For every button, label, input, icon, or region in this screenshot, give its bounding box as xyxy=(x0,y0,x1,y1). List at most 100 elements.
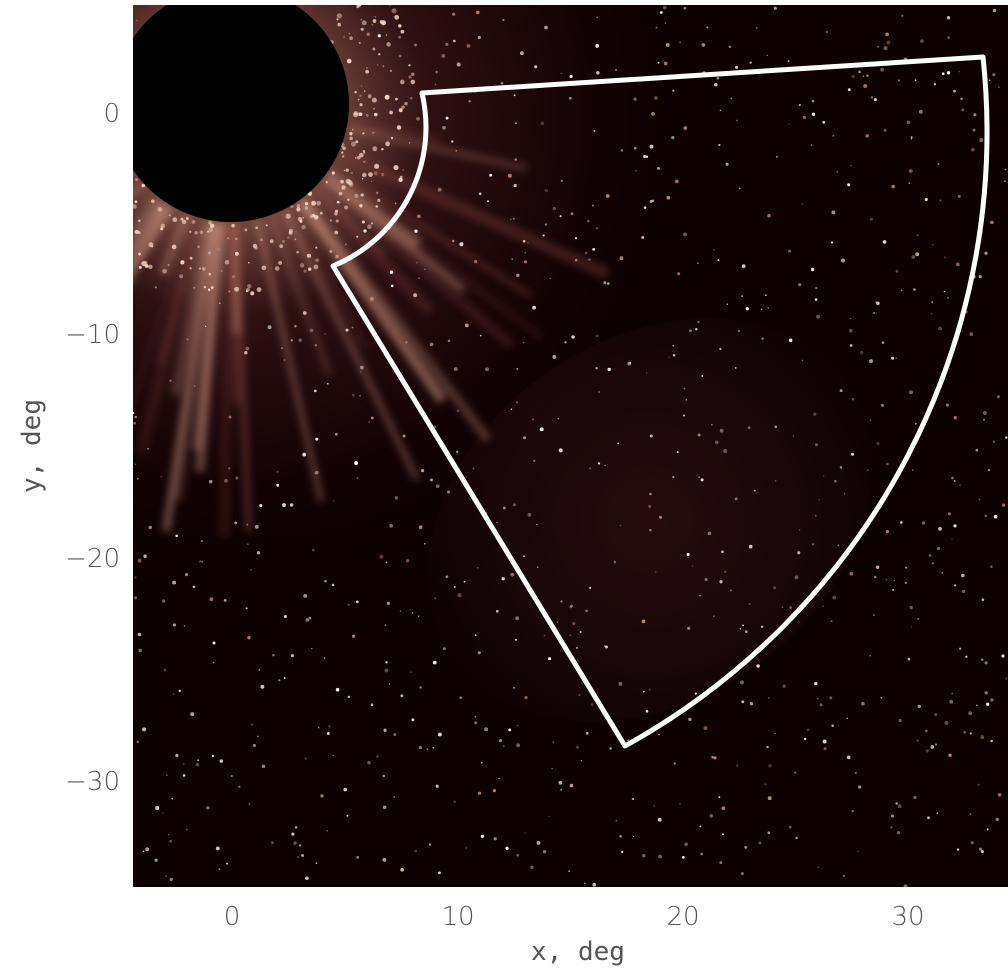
star-point xyxy=(271,841,274,844)
star-point xyxy=(328,725,331,728)
star-point xyxy=(953,480,956,482)
star-point xyxy=(903,884,908,887)
star-point xyxy=(530,865,534,870)
star-point xyxy=(910,136,913,139)
star-point xyxy=(915,252,920,257)
streamer-ray xyxy=(318,178,516,350)
star-point xyxy=(377,34,381,38)
star-point xyxy=(745,307,749,311)
star-point xyxy=(540,121,545,126)
star-point xyxy=(851,809,855,813)
corona-speckle xyxy=(359,94,362,97)
image-plot-area xyxy=(0,5,1008,887)
star-point xyxy=(231,275,236,279)
streamer-ray xyxy=(268,215,333,377)
star-point xyxy=(971,147,975,152)
star-point xyxy=(298,338,302,342)
star-point xyxy=(603,281,607,285)
star-point xyxy=(401,105,405,109)
star-point xyxy=(945,403,949,407)
star-point xyxy=(278,679,281,682)
star-point xyxy=(515,616,520,621)
star-point xyxy=(910,138,913,140)
star-point xyxy=(544,188,549,193)
star-point xyxy=(250,291,255,296)
star-point xyxy=(218,302,221,305)
streamer-ray xyxy=(0,146,119,232)
corona-speckle xyxy=(208,272,212,276)
star-point xyxy=(175,753,179,758)
star-point xyxy=(558,780,563,785)
star-point xyxy=(671,135,675,140)
star-point xyxy=(875,565,880,570)
star-point xyxy=(560,600,563,603)
star-point xyxy=(172,580,177,585)
star-point xyxy=(631,797,635,801)
star-point xyxy=(478,192,482,196)
star-point xyxy=(536,523,538,526)
star-point xyxy=(524,696,528,700)
star-point xyxy=(756,664,760,668)
corona-speckle xyxy=(93,89,95,91)
corona-speckle xyxy=(288,228,293,233)
star-point xyxy=(276,470,279,473)
star-point xyxy=(723,449,728,453)
corona-speckle xyxy=(360,193,364,197)
star-point xyxy=(873,312,875,314)
corona-speckle xyxy=(350,141,357,147)
star-point xyxy=(385,661,388,664)
corona-speckle xyxy=(366,32,371,36)
star-point xyxy=(740,680,744,685)
star-point xyxy=(969,732,972,735)
star-point xyxy=(774,480,777,482)
corona-speckle xyxy=(408,64,411,67)
star-point xyxy=(542,234,545,237)
star-point xyxy=(536,841,541,845)
star-point xyxy=(419,686,422,689)
corona-speckle xyxy=(93,115,97,119)
x-tick-label: 20 xyxy=(666,902,699,932)
star-point xyxy=(645,710,649,713)
star-point xyxy=(479,334,482,337)
star-point xyxy=(641,619,646,624)
star-point xyxy=(552,206,556,211)
streamer-ray xyxy=(156,218,203,366)
star-point xyxy=(1003,180,1006,183)
star-point xyxy=(154,858,158,862)
star-point xyxy=(817,866,819,869)
star-point xyxy=(402,434,406,438)
star-point xyxy=(451,239,455,243)
star-point xyxy=(163,668,167,672)
star-point xyxy=(970,841,974,845)
star-point xyxy=(615,819,618,822)
star-point xyxy=(416,261,418,264)
star-point xyxy=(980,735,985,740)
star-point xyxy=(329,250,333,253)
star-point xyxy=(500,81,504,85)
star-point xyxy=(916,739,919,742)
star-point xyxy=(773,586,777,590)
corona-speckle xyxy=(345,178,351,184)
star-point xyxy=(699,825,702,828)
star-point xyxy=(947,36,950,39)
star-point xyxy=(559,215,562,218)
star-point xyxy=(992,440,995,443)
star-point xyxy=(498,777,500,780)
star-point xyxy=(990,565,993,568)
star-point xyxy=(716,76,720,80)
corona-speckle xyxy=(227,237,230,240)
star-point xyxy=(304,757,307,760)
star-point xyxy=(911,469,914,471)
corona-speckle xyxy=(334,209,339,213)
star-point xyxy=(714,82,718,87)
star-point xyxy=(574,258,578,262)
star-point xyxy=(766,745,769,749)
star-point xyxy=(936,547,941,551)
star-point xyxy=(211,754,214,758)
star-point xyxy=(514,158,518,161)
star-point xyxy=(418,745,423,750)
star-point xyxy=(552,741,555,743)
star-point xyxy=(224,479,228,483)
star-point xyxy=(308,616,312,620)
star-point xyxy=(676,451,679,454)
